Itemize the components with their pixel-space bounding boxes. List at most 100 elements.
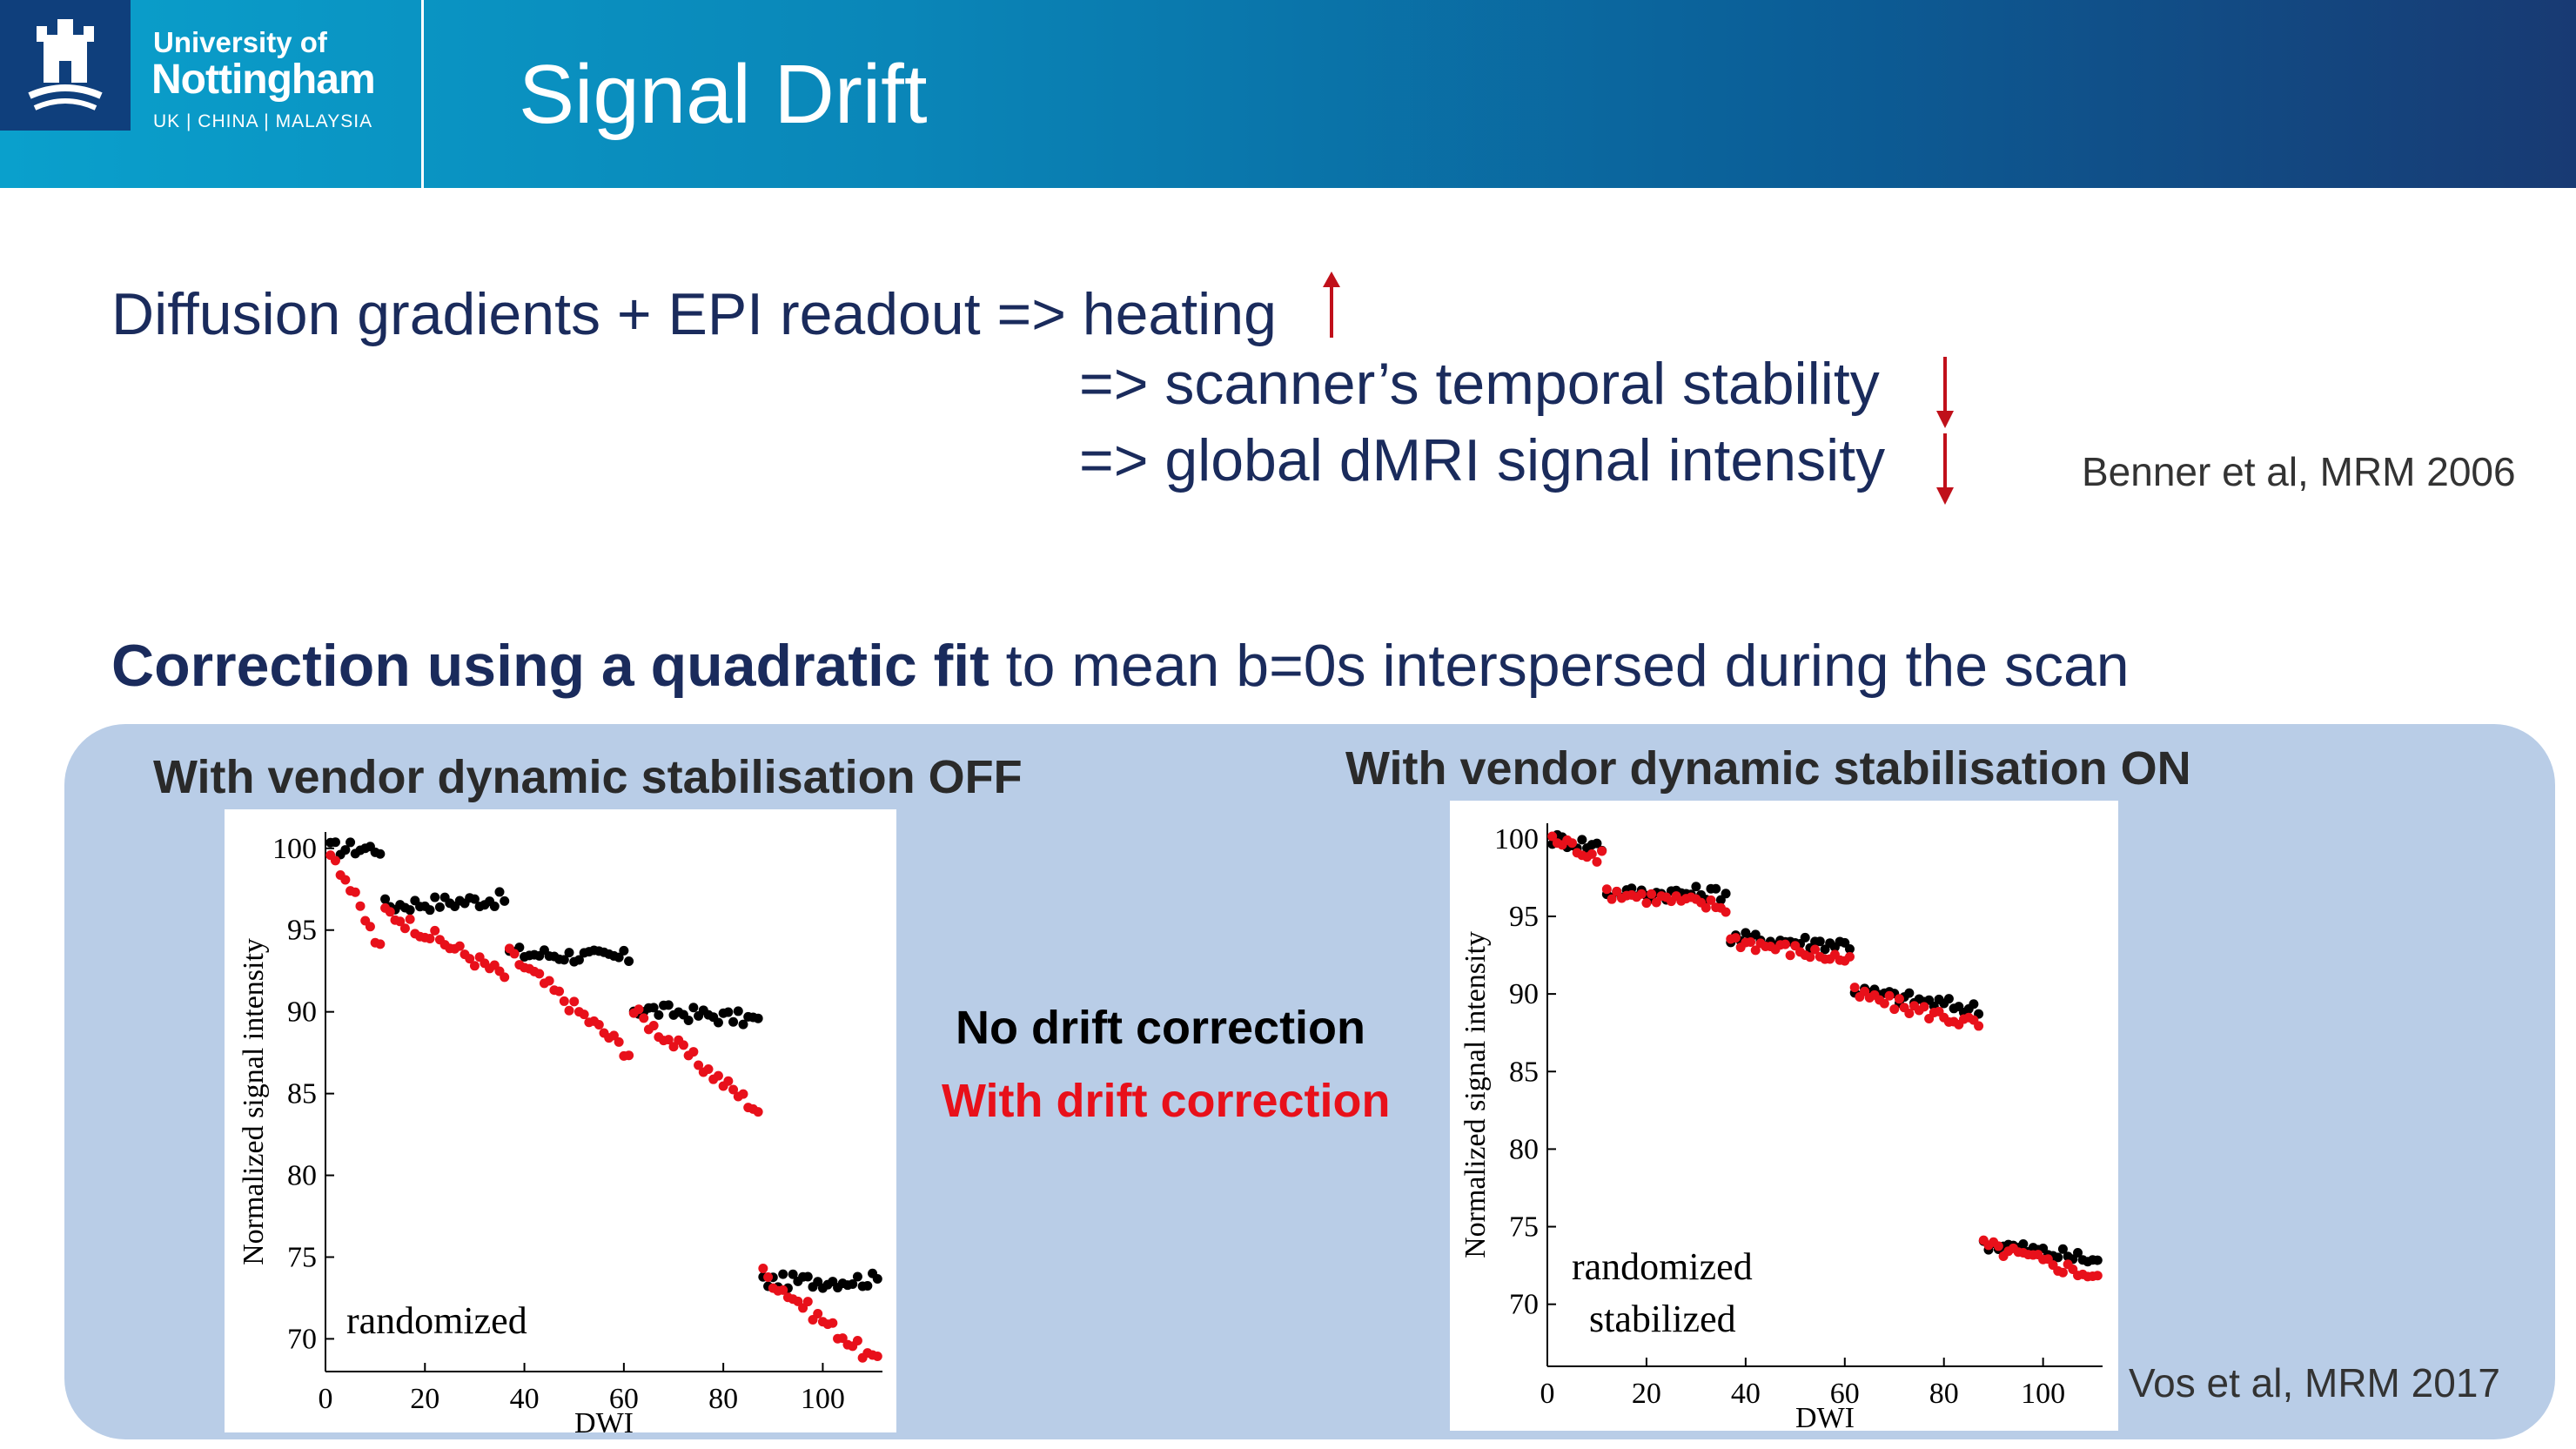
data-point bbox=[837, 1333, 848, 1344]
data-point bbox=[1805, 952, 1815, 963]
reference-vos: Vos et al, MRM 2017 bbox=[2129, 1360, 2500, 1405]
chart-stabilisation-off: 0 20 40 60 80 100 70 75 80 85 90 95 100 DWI Normalized… bbox=[225, 809, 896, 1439]
data-point bbox=[872, 1352, 882, 1362]
x-tick-label: 60 bbox=[1830, 1378, 1860, 1410]
arrow-down-icon bbox=[1935, 357, 1954, 428]
correction-bold-text: Correction using a quadratic fit bbox=[111, 633, 989, 699]
panel-title-on: With vendor dynamic stabilisation ON bbox=[1345, 742, 2191, 795]
y-tick-label: 90 bbox=[287, 996, 317, 1029]
data-point bbox=[663, 1000, 674, 1010]
logo-text-line3: UK | CHINA | MALAYSIA bbox=[153, 111, 373, 131]
data-point bbox=[1849, 983, 1860, 993]
data-point bbox=[713, 1017, 723, 1028]
data-point bbox=[1993, 1241, 2003, 1251]
legend-no-drift-correction: No drift correction bbox=[956, 1002, 1366, 1054]
plot-annotation: randomized bbox=[346, 1299, 527, 1342]
data-point bbox=[2073, 1248, 2083, 1258]
data-point bbox=[430, 925, 440, 936]
data-point bbox=[425, 934, 435, 944]
data-point bbox=[1647, 889, 1657, 899]
data-point bbox=[738, 1089, 748, 1099]
data-point bbox=[813, 1277, 823, 1287]
y-tick-label: 95 bbox=[287, 915, 317, 947]
data-point bbox=[1844, 944, 1855, 955]
data-point bbox=[434, 902, 445, 912]
data-point bbox=[852, 1335, 862, 1345]
data-point bbox=[469, 961, 480, 971]
scatter-plot-on: 0 20 40 60 80 100 70 75 80 85 90 95 100 DWI Normalized… bbox=[1459, 823, 2103, 1434]
x-tick-label: 20 bbox=[1632, 1378, 1661, 1410]
y-tick-label: 80 bbox=[1509, 1133, 1539, 1165]
data-point bbox=[559, 996, 569, 1006]
data-point bbox=[738, 1019, 748, 1030]
x-tick-label: 100 bbox=[2021, 1378, 2065, 1410]
data-point bbox=[1547, 831, 1558, 842]
data-point bbox=[2053, 1252, 2063, 1263]
data-point bbox=[728, 1016, 739, 1027]
reference-benner: Benner et al, MRM 2006 bbox=[2082, 449, 2516, 494]
data-point bbox=[713, 1070, 723, 1081]
data-point bbox=[564, 948, 574, 958]
data-point bbox=[703, 1063, 714, 1074]
data-point bbox=[1641, 898, 1652, 909]
x-tick-label: 0 bbox=[1540, 1378, 1555, 1410]
y-tick-label: 75 bbox=[287, 1241, 317, 1273]
y-tick-label: 70 bbox=[1509, 1289, 1539, 1321]
y-tick-label: 100 bbox=[272, 833, 317, 865]
data-point bbox=[1815, 936, 1825, 947]
data-point bbox=[763, 1271, 774, 1282]
castle-crest-icon bbox=[0, 0, 131, 131]
data-point bbox=[2018, 1239, 2029, 1250]
y-axis-label: Normalized signal intensity bbox=[1459, 931, 1492, 1258]
x-tick-label: 80 bbox=[1929, 1378, 1959, 1410]
data-point bbox=[1721, 907, 1731, 917]
data-point bbox=[1919, 1002, 1929, 1012]
y-axis-label: Normalized signal intensity bbox=[238, 938, 270, 1265]
data-point bbox=[753, 1107, 763, 1117]
data-point bbox=[648, 1021, 659, 1031]
data-point bbox=[365, 922, 375, 932]
y-tick-label: 80 bbox=[287, 1160, 317, 1192]
plot-annotation: stabilized bbox=[1589, 1298, 1736, 1340]
data-point bbox=[753, 1013, 763, 1023]
data-point bbox=[425, 905, 435, 916]
signal-text: => global dMRI signal intensity bbox=[1079, 427, 1886, 493]
y-tick-label: 95 bbox=[1509, 901, 1539, 933]
data-point bbox=[1607, 894, 1617, 904]
correction-rest-text: to mean b=0s interspersed during the sca… bbox=[989, 633, 2130, 699]
data-point bbox=[430, 892, 440, 902]
data-point bbox=[694, 1060, 704, 1070]
data-point bbox=[405, 914, 415, 924]
data-point bbox=[1800, 932, 1810, 943]
data-point bbox=[2057, 1267, 2068, 1278]
data-point bbox=[534, 969, 545, 979]
stability-text: => scanner’s temporal stability bbox=[1079, 351, 1880, 417]
data-point bbox=[375, 939, 386, 949]
data-point bbox=[1730, 933, 1741, 943]
data-point bbox=[340, 845, 351, 855]
data-point bbox=[350, 887, 360, 897]
data-point bbox=[688, 1047, 699, 1057]
data-point bbox=[1636, 889, 1647, 899]
data-point bbox=[1601, 884, 1612, 895]
data-point bbox=[330, 855, 340, 866]
logo-text-line2: Nottingham bbox=[151, 57, 376, 103]
scatter-plot-off: 0 20 40 60 80 100 70 75 80 85 90 95 100 DWI Normalized… bbox=[238, 832, 882, 1439]
data-point bbox=[678, 1040, 688, 1050]
data-point bbox=[574, 955, 584, 965]
correction-line: Correction using a quadratic fit to mean… bbox=[111, 632, 2130, 700]
data-point bbox=[668, 1042, 679, 1052]
data-point bbox=[1587, 849, 1597, 859]
data-point bbox=[500, 896, 510, 906]
data-point bbox=[1943, 994, 1954, 1004]
data-point bbox=[375, 849, 386, 859]
data-point bbox=[624, 1050, 634, 1061]
data-point bbox=[1701, 902, 1711, 913]
data-point bbox=[1592, 856, 1602, 867]
data-point bbox=[385, 907, 395, 917]
x-tick-label: 20 bbox=[410, 1383, 439, 1415]
data-point bbox=[1879, 998, 1889, 1009]
data-point bbox=[340, 875, 351, 885]
data-point bbox=[683, 1015, 694, 1025]
university-logo: University of Nottingham UK | CHINA | MA… bbox=[0, 0, 423, 188]
